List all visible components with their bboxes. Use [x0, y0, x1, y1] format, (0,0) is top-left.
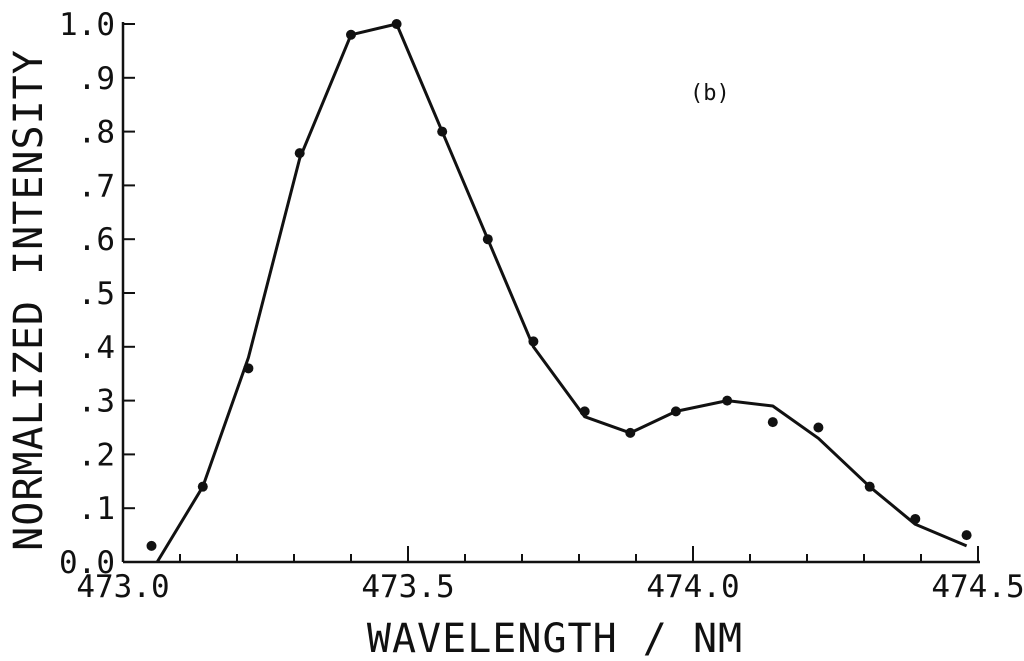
- data-point: [961, 530, 972, 541]
- y-axis-ticks: 0.0 .1 .2 .3 .4 .5 .6 .7 .8 .9 1.0: [59, 7, 135, 581]
- x-axis-title: WAVELENGTH / NM: [367, 616, 743, 661]
- x-tick-label: 474.5: [931, 569, 1024, 605]
- data-point: [864, 481, 875, 492]
- y-tick-label: .3: [78, 384, 115, 420]
- data-point: [294, 148, 305, 159]
- data-point: [670, 406, 681, 417]
- y-tick-label: .2: [78, 437, 115, 473]
- y-tick-label: .8: [78, 115, 115, 151]
- y-tick-label: .4: [78, 330, 115, 366]
- data-points-group: [146, 19, 972, 551]
- data-point: [722, 395, 733, 406]
- panel-label: (b): [690, 81, 730, 106]
- x-tick-label: 474.0: [646, 569, 739, 605]
- y-tick-label: 1.0: [59, 7, 115, 43]
- data-point: [579, 406, 590, 417]
- data-point: [146, 540, 157, 551]
- y-tick-label: .9: [78, 61, 115, 97]
- data-point: [528, 336, 539, 347]
- data-point: [346, 29, 356, 40]
- y-axis-title: NORMALIZED INTENSITY: [6, 49, 52, 551]
- data-point: [767, 417, 778, 428]
- y-tick-label: .1: [78, 491, 115, 527]
- data-point: [437, 126, 448, 137]
- y-tick-label: .6: [78, 222, 115, 258]
- chart-axes: [121, 22, 980, 564]
- data-point: [813, 422, 824, 433]
- data-point: [625, 427, 636, 438]
- x-tick-label: 473.5: [361, 569, 454, 605]
- x-tick-label: 473.0: [76, 569, 169, 605]
- y-tick-label: .5: [78, 276, 115, 312]
- y-tick-label: .7: [78, 168, 115, 204]
- data-point: [482, 234, 493, 245]
- data-point: [243, 363, 254, 374]
- x-axis-ticks: 473.0 473.5 474.0 474.5: [76, 546, 1024, 605]
- data-point: [391, 19, 402, 29]
- fit-curve: [155, 22, 968, 563]
- y-tick-label: 0.0: [59, 545, 115, 581]
- fit-curve-group: [155, 22, 968, 563]
- data-point: [197, 481, 208, 492]
- data-point: [910, 513, 921, 524]
